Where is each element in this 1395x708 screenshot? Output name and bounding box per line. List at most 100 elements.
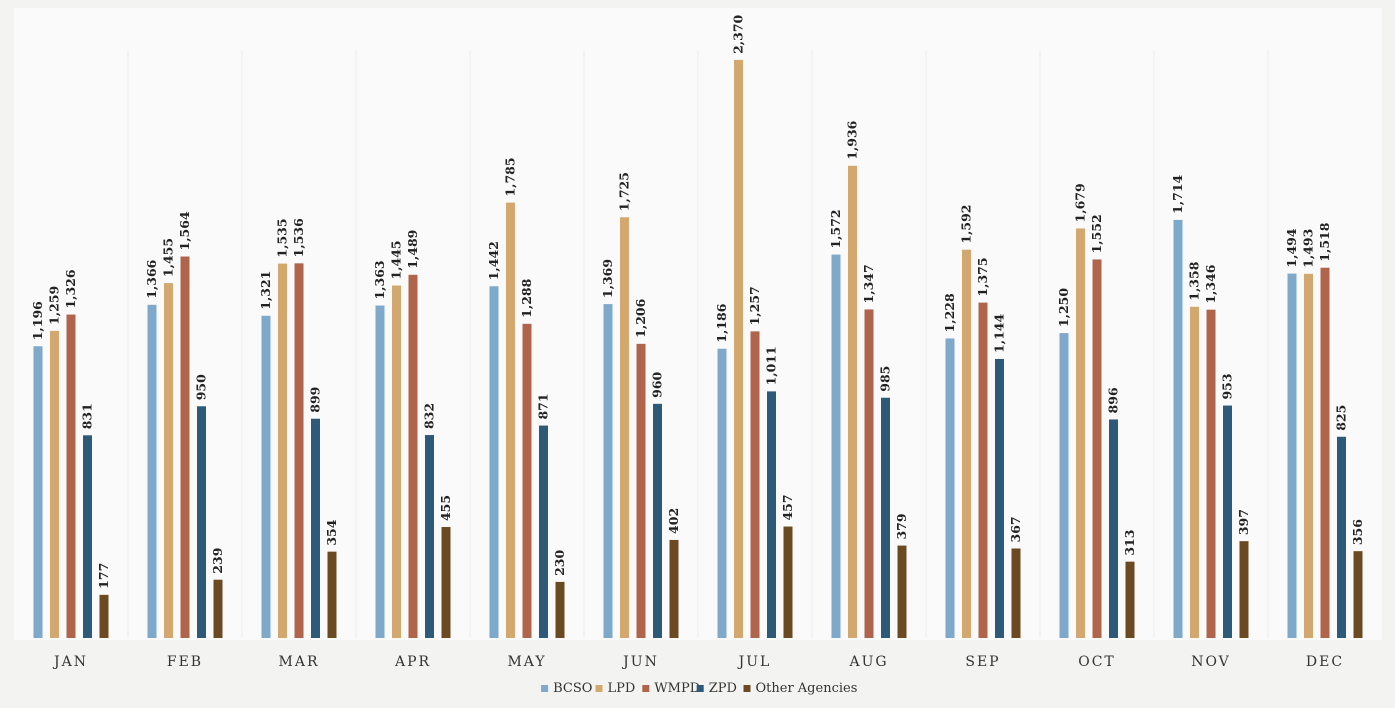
data-label: 455 xyxy=(438,495,453,521)
bar xyxy=(653,403,662,638)
legend-swatch xyxy=(696,685,704,692)
bar xyxy=(717,348,727,638)
bar xyxy=(50,330,59,638)
data-label: 1,679 xyxy=(1073,183,1088,222)
bar xyxy=(489,286,499,638)
data-label: 239 xyxy=(210,548,225,574)
bar xyxy=(180,256,190,638)
data-label: 1,196 xyxy=(30,301,45,340)
bar xyxy=(1353,551,1363,638)
data-label: 1,564 xyxy=(177,211,192,250)
bar xyxy=(962,249,971,638)
legend-label: LPD xyxy=(608,681,636,696)
data-label: 1,494 xyxy=(1284,228,1299,267)
bar xyxy=(1206,309,1216,638)
bar xyxy=(1239,541,1249,638)
bar xyxy=(375,305,385,638)
data-label: 1,518 xyxy=(1317,222,1332,261)
bar xyxy=(506,202,515,638)
bar xyxy=(1011,548,1021,638)
data-label: 1,536 xyxy=(291,218,306,257)
bar xyxy=(734,59,743,638)
data-label: 177 xyxy=(96,563,111,589)
legend-swatch xyxy=(541,685,549,692)
data-label: 825 xyxy=(1334,405,1349,431)
bar xyxy=(147,304,157,638)
x-tick-label: JUL xyxy=(737,654,772,670)
data-label: 1,144 xyxy=(992,314,1007,353)
data-label: 2,370 xyxy=(731,14,746,53)
data-label: 1,321 xyxy=(258,271,273,310)
data-label: 871 xyxy=(536,393,551,419)
bar xyxy=(539,425,548,638)
bars xyxy=(33,59,1363,639)
bar xyxy=(1304,273,1313,638)
bar xyxy=(669,539,679,638)
bar xyxy=(1109,419,1118,638)
data-label: 832 xyxy=(422,403,437,429)
bar xyxy=(1320,267,1330,638)
legend-swatch xyxy=(642,685,650,692)
bar xyxy=(213,579,223,638)
data-label: 313 xyxy=(1122,530,1137,556)
data-label: 367 xyxy=(1008,516,1023,542)
data-label: 1,552 xyxy=(1089,214,1104,253)
bar xyxy=(522,323,532,638)
data-label: 960 xyxy=(650,371,665,397)
bar xyxy=(294,263,304,638)
data-label: 1,363 xyxy=(372,260,387,299)
bar xyxy=(603,304,613,638)
x-tick-label: SEP xyxy=(965,654,1000,670)
data-label: 831 xyxy=(80,403,95,429)
bar xyxy=(311,418,320,638)
x-tick-label: AUG xyxy=(848,654,888,670)
bar xyxy=(1059,333,1069,638)
bar xyxy=(636,343,646,638)
data-label: 1,442 xyxy=(486,241,501,280)
data-label: 1,535 xyxy=(275,218,290,257)
data-label: 1,366 xyxy=(144,259,159,298)
bar xyxy=(1125,561,1135,638)
bar xyxy=(261,315,271,638)
bar xyxy=(767,391,776,638)
bar xyxy=(197,406,206,638)
data-label: 1,257 xyxy=(747,286,762,325)
bar xyxy=(66,314,76,638)
x-tick-label: MAY xyxy=(507,654,546,670)
bar xyxy=(278,263,287,638)
bar xyxy=(945,338,955,638)
data-label: 1,375 xyxy=(975,257,990,296)
bar xyxy=(1287,273,1297,638)
data-label: 950 xyxy=(194,374,209,400)
data-label: 1,011 xyxy=(764,346,779,385)
legend-swatch xyxy=(595,685,603,692)
bar xyxy=(99,594,109,638)
bar xyxy=(1076,228,1085,638)
bar xyxy=(864,309,874,638)
bar xyxy=(408,274,418,638)
x-tick-label: OCT xyxy=(1078,654,1116,670)
data-label: 1,259 xyxy=(47,286,62,325)
bar xyxy=(1190,306,1199,638)
data-label: 1,288 xyxy=(519,278,534,317)
bar xyxy=(33,346,43,638)
bar xyxy=(750,331,760,638)
legend-label: BCSO xyxy=(553,681,592,696)
data-label: 985 xyxy=(878,366,893,392)
data-label: 379 xyxy=(894,513,909,539)
data-label: 1,346 xyxy=(1203,264,1218,303)
x-tick-label: APR xyxy=(394,654,431,670)
bar xyxy=(831,254,841,638)
bar xyxy=(441,527,451,638)
legend-label: ZPD xyxy=(709,681,737,696)
data-label: 896 xyxy=(1106,387,1121,413)
data-label: 230 xyxy=(552,550,567,576)
data-label: 1,228 xyxy=(942,293,957,332)
data-label: 1,369 xyxy=(600,259,615,298)
bar xyxy=(392,285,401,638)
data-label: 457 xyxy=(780,494,795,520)
bar xyxy=(995,358,1004,638)
data-label: 1,714 xyxy=(1170,174,1185,213)
bar xyxy=(164,283,173,638)
